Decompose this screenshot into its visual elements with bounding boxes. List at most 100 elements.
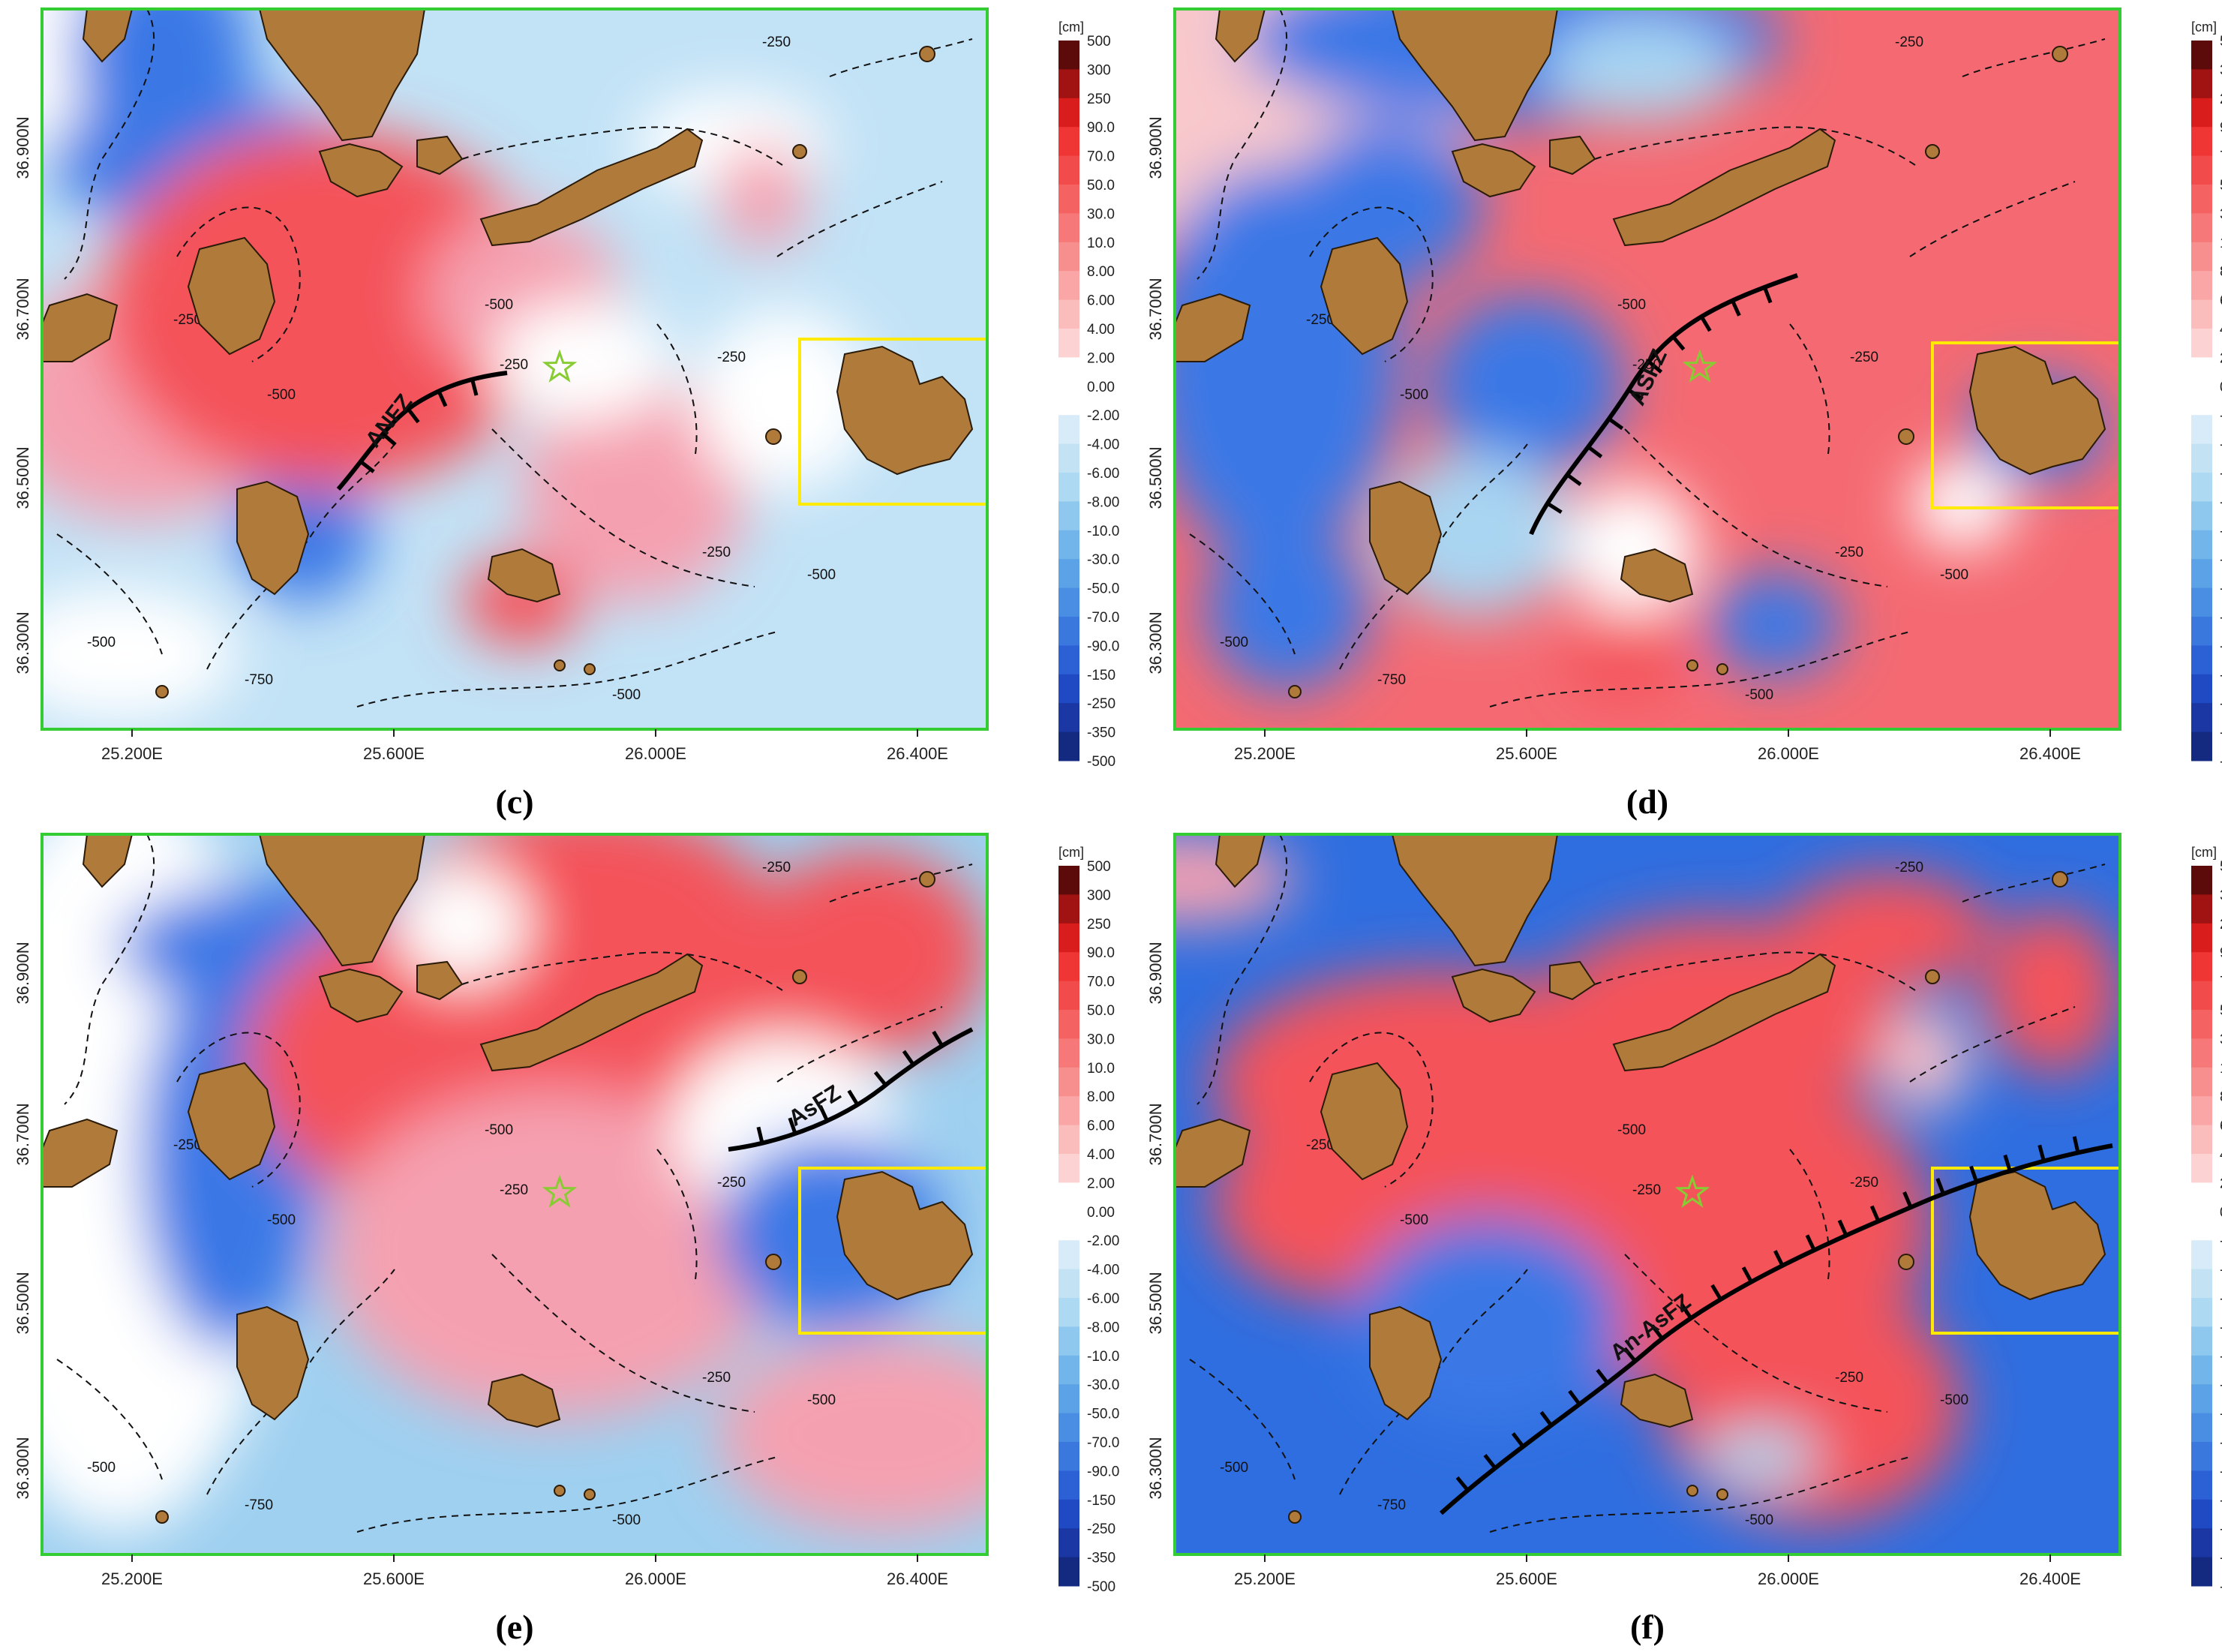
map-panel-d: -250 -500 -250 -500 -250 -500 -750 -250 -500 -250… [1146,8,2222,821]
colorbar-swatch [2191,501,2212,531]
x-tick-label: 26.000E [625,1569,686,1588]
colorbar-level-label: -10.0 [1087,1349,1119,1365]
colorbar-swatch [2191,1355,2212,1385]
colorbar-level-label: -50.0 [2220,581,2222,597]
colorbar-swatch [2191,1067,2212,1097]
field-blob [522,377,747,602]
contour-label: -250 [1632,1182,1661,1198]
fault-tick [1680,1303,1693,1320]
colorbar: [cm]500 300 250 90.0 70.0 50.0 30.0 10.0 8.00 6.0… [1058,20,1119,770]
map-frame [1173,833,2121,1556]
colorbar-level-label: 70.0 [2220,975,2222,990]
contour-label: -500 [87,1460,116,1476]
colorbar-swatch [2191,1442,2212,1471]
colorbar-swatch [1058,981,1079,1011]
colorbar-level-label: -250 [1087,696,1116,712]
inset-box [798,338,987,506]
contour-line [1909,181,2076,257]
colorbar-level-label: 4.00 [2220,322,2222,338]
colorbar-swatch [2191,1528,2212,1558]
colorbar-swatch [2191,1096,2212,1126]
y-tick-label: 36.500N [14,446,32,509]
contour-line [829,38,973,77]
colorbar-level-label: -500 [1087,1579,1116,1595]
x-tick-label: 26.400E [887,744,948,763]
colorbar-level-label: 10.0 [2220,1061,2222,1077]
colorbar-level-label: -30.0 [2220,552,2222,568]
contour-label: -250 [1306,1137,1335,1153]
panel-label: (c) [495,782,533,821]
colorbar-level-label: 8.00 [2220,1089,2222,1105]
colorbar-level-label: 0.00 [1087,380,1115,395]
colorbar-level-label: 6.00 [1087,293,1115,309]
fault-tick [1566,473,1582,486]
field-blob [747,849,987,1059]
y-tick-label: 36.700N [1146,278,1165,340]
y-tick-label: 36.700N [14,278,32,340]
fault-tick [1700,315,1712,332]
colorbar-swatch [1058,1154,1079,1183]
fault-tick [1623,1347,1637,1362]
y-tick-label: 36.300N [1146,1437,1165,1499]
contour-label: -500 [1940,567,1968,583]
colorbar-level-label: 10.0 [2220,236,2222,251]
x-tick-label: 26.000E [625,744,686,763]
colorbar-level-label: -30.0 [1087,552,1119,568]
colorbar-level-label: 0.00 [2220,380,2222,395]
colorbar-level-label: -150 [2220,1493,2222,1509]
map-frame [41,833,989,1556]
contour-label: -250 [173,1137,202,1153]
colorbar-level-label: 6.00 [2220,1119,2222,1134]
colorbar-swatch [1058,1499,1079,1529]
colorbar-swatch [2191,645,2212,675]
colorbar-swatch [1058,1240,1079,1270]
y-tick-label: 36.700N [14,1103,32,1165]
contour-label: -250 [1895,860,1923,876]
contour-label: -250 [173,312,202,328]
contour-line [1594,126,1918,167]
colorbar-level-label: 2.00 [1087,1176,1115,1191]
field-blob [1985,909,2120,1074]
contour-label: -250 [1306,312,1335,328]
colorbar-swatch [1058,1355,1079,1385]
x-tick-label: 26.400E [2019,744,2081,763]
colorbar-swatch [2191,1269,2212,1299]
contour-line [1594,951,1918,993]
colorbar-swatch [2191,271,2212,301]
fault-tick [902,1050,915,1066]
colorbar-swatch [1058,703,1079,733]
field-blob [1782,872,1992,992]
colorbar-level-label: 250 [2220,92,2222,107]
fault-tick [1969,1165,1979,1183]
colorbar-swatch [1058,1442,1079,1471]
contour-line [1189,533,1296,655]
contour-labels: -250-500-250-500-250-500-750-250-500-250… [87,35,836,703]
contour-label: -250 [702,1370,731,1386]
colorbar-swatch [2191,894,2212,924]
contour-labels: -250-500-250-500-250-500-750-250-500-250… [1220,35,1968,703]
colorbar-level-label: -4.00 [2220,437,2222,453]
map-field: -250-500-250-500-250-500-750-250-500-250… [1175,9,2120,729]
contour-label: -500 [612,687,641,703]
colorbar-level-label: 70.0 [2220,149,2222,165]
colorbar-swatch [1058,473,1079,502]
inset-box [1931,341,2120,509]
contour-label: -500 [1220,1460,1248,1476]
bathymetry-contours [1189,834,2106,1533]
colorbar-swatch [2191,1211,2212,1241]
fault-tick [1671,335,1686,351]
field-blob [327,1089,777,1419]
y-tick-label: 36.300N [14,1437,32,1499]
colorbar-level-label: 30.0 [2220,1032,2222,1047]
contour-label: -500 [1400,387,1428,403]
x-tick-label: 26.000E [1758,1569,1819,1588]
colorbar-level-label: -500 [2220,1579,2222,1595]
colorbar-swatch [2191,443,2212,473]
colorbar-level-label: -50.0 [2220,1407,2222,1422]
fault-tick [1608,417,1624,431]
colorbar-swatch [2191,1326,2212,1356]
contour-label: -500 [1940,1392,1968,1408]
colorbar-level-label: 250 [1087,917,1111,933]
colorbar-swatch [2191,674,2212,704]
